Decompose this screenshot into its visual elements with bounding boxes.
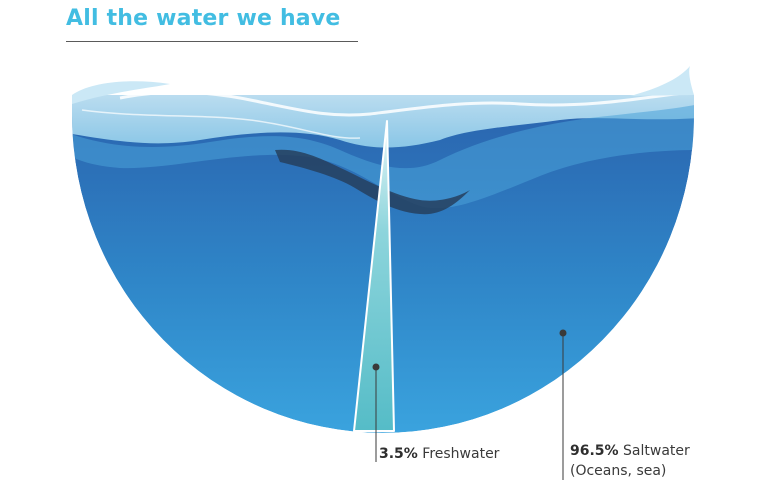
wave-swirl: [72, 104, 694, 209]
freshwater-label: 3.5% Freshwater: [379, 444, 499, 464]
saltwater-name: Saltwater: [623, 443, 690, 459]
wave-shadow: [275, 149, 470, 215]
wave-crest: [119, 95, 691, 117]
freshwater-slice: [353, 120, 395, 432]
freshwater-name: Freshwater: [422, 446, 500, 462]
wave-tip-left: [72, 81, 170, 104]
chart-title: All the water we have: [66, 6, 341, 31]
wave-crest-secondary: [81, 109, 361, 139]
title-underline: [66, 41, 358, 42]
saltwater-percent: 96.5%: [570, 443, 619, 459]
saltwater-sublabel: (Oceans, sea): [570, 463, 667, 479]
freshwater-percent: 3.5%: [379, 446, 418, 462]
saltwater-label: 96.5% Saltwater (Oceans, sea): [570, 441, 690, 481]
wave-tip-right: [630, 66, 694, 96]
wave-foam: [72, 95, 694, 148]
